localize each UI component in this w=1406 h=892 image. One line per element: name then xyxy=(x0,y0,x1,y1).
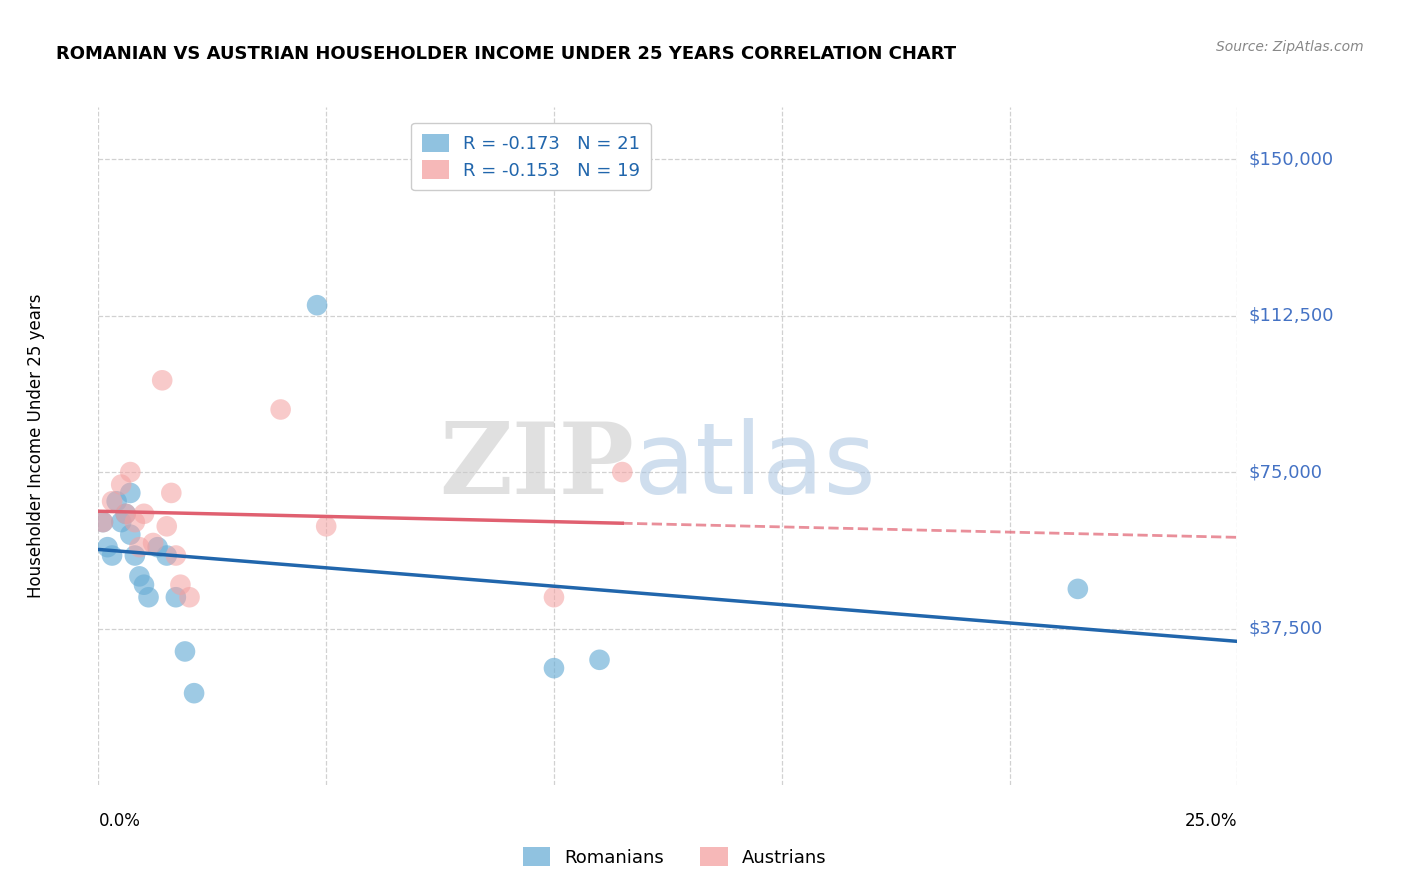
Legend: R = -0.173   N = 21, R = -0.153   N = 19: R = -0.173 N = 21, R = -0.153 N = 19 xyxy=(411,123,651,190)
Point xyxy=(110,477,132,491)
Point xyxy=(307,298,329,312)
Point xyxy=(91,515,114,529)
Point xyxy=(132,578,155,592)
Point xyxy=(543,591,565,605)
Point xyxy=(315,519,337,533)
Point xyxy=(120,486,142,500)
Point xyxy=(156,519,179,533)
Point xyxy=(110,515,132,529)
Point xyxy=(543,661,565,675)
Point xyxy=(612,465,634,479)
Point xyxy=(101,549,124,563)
Point xyxy=(132,507,155,521)
Point xyxy=(156,549,179,563)
Point xyxy=(169,578,191,592)
Point xyxy=(138,591,160,605)
Text: $75,000: $75,000 xyxy=(1249,463,1323,481)
Text: ZIP: ZIP xyxy=(439,417,634,515)
Point xyxy=(91,515,114,529)
Point xyxy=(270,402,292,417)
Point xyxy=(588,653,610,667)
Text: $112,500: $112,500 xyxy=(1249,307,1334,325)
Point xyxy=(146,540,169,554)
Point xyxy=(124,515,146,529)
Point xyxy=(114,507,136,521)
Point xyxy=(174,644,197,658)
Point xyxy=(142,536,165,550)
Point xyxy=(150,373,173,387)
Text: Source: ZipAtlas.com: Source: ZipAtlas.com xyxy=(1216,40,1364,54)
Text: atlas: atlas xyxy=(634,417,876,515)
Text: $150,000: $150,000 xyxy=(1249,150,1333,169)
Point xyxy=(124,549,146,563)
Point xyxy=(128,569,150,583)
Point xyxy=(165,549,187,563)
Point xyxy=(128,540,150,554)
Point xyxy=(1067,582,1090,596)
Point xyxy=(96,540,118,554)
Point xyxy=(120,527,142,541)
Point xyxy=(114,507,136,521)
Point xyxy=(165,591,187,605)
Point xyxy=(160,486,183,500)
Point xyxy=(183,686,205,700)
Text: Householder Income Under 25 years: Householder Income Under 25 years xyxy=(27,293,45,599)
Legend: Romanians, Austrians: Romanians, Austrians xyxy=(516,840,834,874)
Text: 0.0%: 0.0% xyxy=(98,812,141,830)
Text: ROMANIAN VS AUSTRIAN HOUSEHOLDER INCOME UNDER 25 YEARS CORRELATION CHART: ROMANIAN VS AUSTRIAN HOUSEHOLDER INCOME … xyxy=(56,45,956,62)
Point xyxy=(101,494,124,508)
Text: 25.0%: 25.0% xyxy=(1185,812,1237,830)
Point xyxy=(105,494,128,508)
Point xyxy=(179,591,201,605)
Point xyxy=(120,465,142,479)
Text: $37,500: $37,500 xyxy=(1249,620,1323,638)
